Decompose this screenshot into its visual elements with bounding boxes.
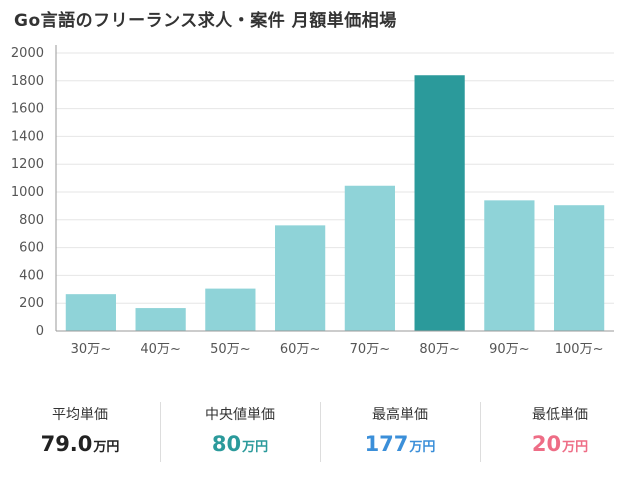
y-tick-label: 0: [36, 324, 44, 339]
stat-value: 177万円: [320, 432, 480, 456]
stat-label: 中央値単価: [205, 407, 275, 423]
y-tick-label: 600: [19, 241, 44, 256]
stat-unit: 万円: [242, 440, 269, 455]
stat-value: 20万円: [480, 432, 640, 456]
stat-label: 平均単価: [52, 407, 108, 423]
x-tick-label: 60万~: [280, 342, 320, 357]
stat-number: 80: [211, 432, 242, 456]
bar: [344, 185, 395, 331]
stat-unit: 万円: [562, 440, 589, 455]
bar: [414, 75, 465, 332]
x-tick-label: 100万~: [555, 342, 604, 357]
bar: [205, 288, 256, 331]
stat-value: 80万円: [160, 432, 320, 456]
x-tick-label: 50万~: [210, 342, 250, 357]
price-stats: 平均単価 79.0万円 中央値単価 80万円 最高単価 177万円 最低単価 2…: [0, 400, 640, 466]
stat-label: 最低単価: [532, 407, 588, 423]
y-tick-label: 1800: [11, 74, 44, 89]
bar: [554, 205, 605, 331]
y-tick-label: 800: [19, 213, 44, 228]
x-tick-label: 80万~: [419, 342, 459, 357]
bar: [65, 294, 116, 331]
bar-chart: 0 200 400 600 800 1000 1200 1400 1600 1800 2000 30万…: [11, 45, 614, 357]
y-tick-label: 1400: [11, 129, 44, 144]
stat-min: 最低単価 20万円: [480, 400, 640, 466]
stat-unit: 万円: [409, 440, 436, 455]
stat-median: 中央値単価 80万円: [160, 400, 320, 466]
y-tick-label: 1200: [11, 157, 44, 172]
stat-value: 79.0万円: [0, 432, 160, 456]
y-tick-label: 1000: [11, 185, 44, 200]
bar: [275, 225, 326, 331]
y-tick-label: 400: [19, 268, 44, 283]
y-tick-label: 1600: [11, 102, 44, 117]
chart-title: Go言語のフリーランス求人・案件 月額単価相場: [14, 11, 397, 31]
stat-label: 最高単価: [372, 407, 428, 423]
bar: [484, 200, 535, 331]
stat-number: 20: [531, 432, 562, 456]
y-tick-label: 200: [19, 296, 44, 311]
stat-average: 平均単価 79.0万円: [0, 400, 160, 466]
x-tick-label: 90万~: [489, 342, 529, 357]
stat-number: 177: [364, 432, 409, 456]
y-tick-label: 2000: [11, 46, 44, 61]
stat-max: 最高単価 177万円: [320, 400, 480, 466]
bar: [135, 308, 186, 331]
x-tick-label: 40万~: [140, 342, 180, 357]
stat-number: 79.0: [40, 432, 93, 456]
x-tick-label: 30万~: [71, 342, 111, 357]
stat-unit: 万円: [93, 440, 120, 455]
x-tick-label: 70万~: [350, 342, 390, 357]
